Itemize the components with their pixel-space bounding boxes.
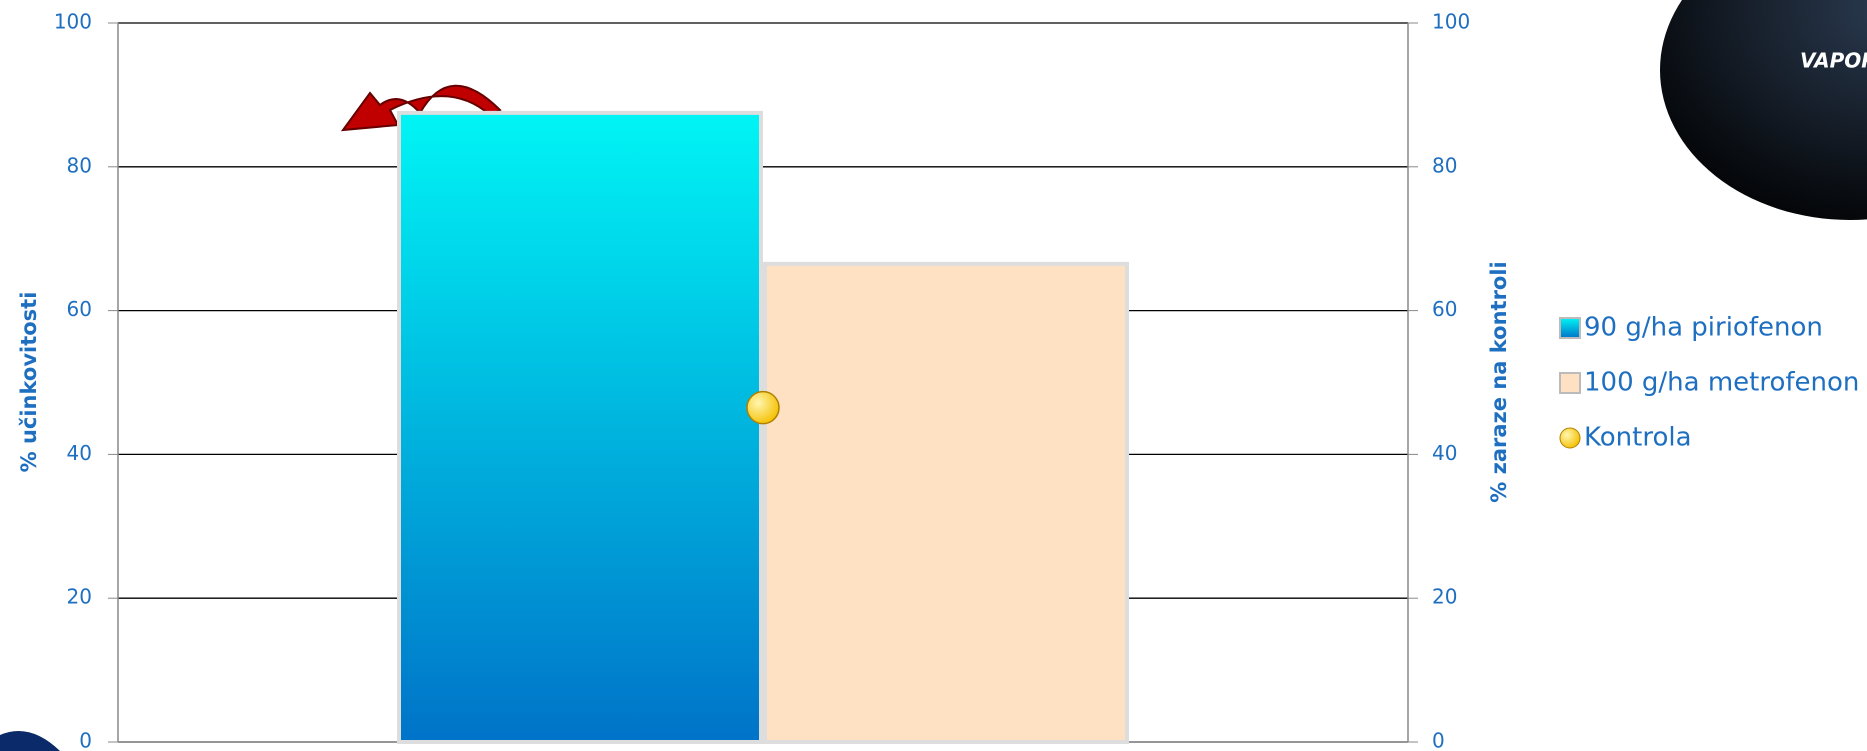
y2-tick-label: 80 [1432,153,1457,177]
y-tick-label: 0 [79,729,92,751]
legend-swatch [1559,372,1581,394]
y2-tick-label: 20 [1432,585,1457,609]
decoration [0,730,60,751]
y-tick-label: 60 [67,297,92,321]
legend-label: 100 g/ha metrofenon [1584,368,1859,398]
legend-label: Kontrola [1584,423,1692,453]
y2-tick-label: 0 [1432,729,1445,751]
y-tick-label: 80 [67,153,92,177]
logo-text: VAPOR [1800,49,1867,73]
point [746,390,780,425]
arrow [340,84,502,132]
bar [397,110,763,744]
logo [1660,0,1867,220]
legend-label: 90 g/ha piriofenon [1584,313,1823,343]
y2-tick-label: 100 [1432,10,1470,34]
y-tick-label: 40 [67,441,92,465]
bar [763,261,1129,744]
y2-tick-label: 40 [1432,441,1457,465]
y2-axis-title: % zaraze na kontroli [1487,261,1511,502]
legend-swatch [1559,317,1581,339]
y-tick-label: 20 [67,585,92,609]
y-tick-label: 100 [54,10,92,34]
y2-tick-label: 60 [1432,297,1457,321]
y-axis-title: % učinkovitosti [17,292,41,473]
legend-swatch [1559,427,1581,449]
